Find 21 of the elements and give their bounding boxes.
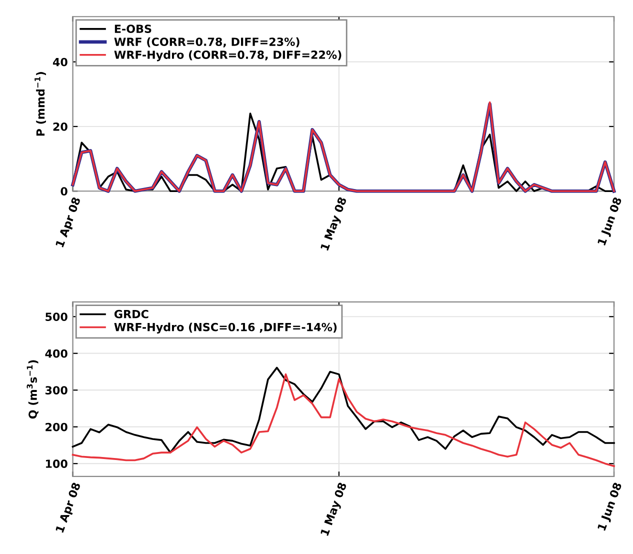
legend-label: WRF-Hydro (CORR=0.78, DIFF=22%) (114, 50, 342, 62)
y-tick-label: 20 (53, 122, 68, 131)
y-axis-title: P (mmd$^{−1}$) (34, 72, 46, 136)
legend-label: GRDC (114, 310, 148, 318)
y-tick-label: 0 (60, 187, 68, 196)
y-tick-label: 40 (52, 58, 68, 66)
y-axis-title: Q (m$^{3}$s$^{−1}$) (26, 360, 38, 419)
legend-label: E-OBS (114, 24, 152, 33)
y-tick-label: 200 (46, 422, 68, 432)
x-tick-label: 1 May 08 (320, 482, 349, 537)
y-tick-label: 100 (46, 460, 68, 468)
x-tick-label: 1 Apr 08 (55, 196, 83, 248)
y-tick-label: 500 (46, 312, 68, 322)
legend-label: WRF-Hydro (NSC=0.16 ,DIFF=-14%) (114, 322, 337, 334)
x-tick-label: 1 Jun 08 (597, 482, 624, 532)
y-tick-label: 300 (45, 386, 68, 394)
x-tick-label: 1 May 08 (320, 196, 349, 252)
y-tick-label: 400 (45, 349, 68, 358)
legend-label: WRF (CORR=0.78, DIFF=23%) (114, 37, 300, 48)
x-tick-label: 1 Apr 08 (55, 482, 83, 534)
x-tick-label: 1 Jun 08 (597, 196, 624, 246)
